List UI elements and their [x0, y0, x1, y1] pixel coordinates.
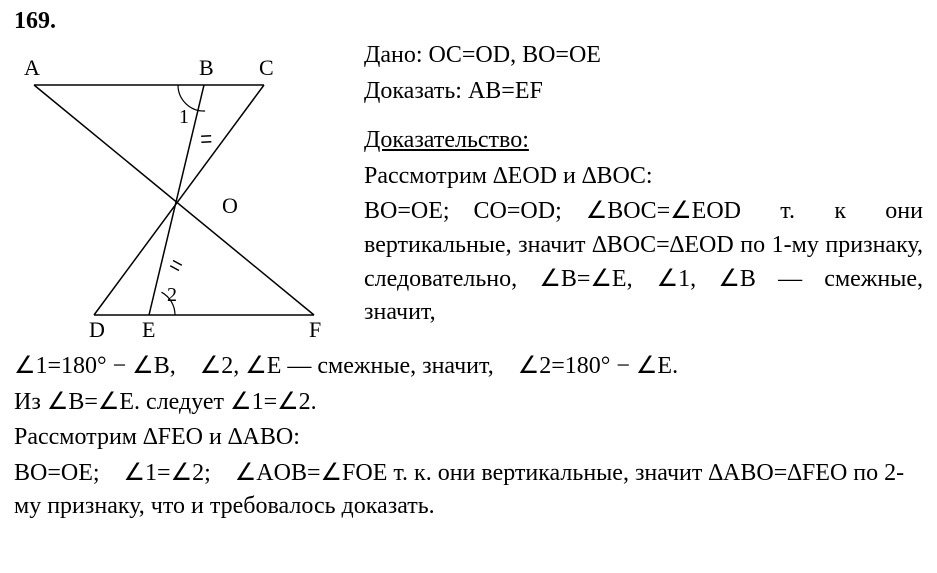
svg-text:C: C	[259, 55, 274, 80]
svg-text:B: B	[199, 55, 214, 80]
given-label: Дано:	[364, 42, 423, 68]
svg-text:F: F	[309, 317, 321, 342]
prove-text: AB=EF	[462, 78, 543, 104]
svg-text:D: D	[89, 317, 105, 342]
proof-line-4: Из ∠B=∠E. следует ∠1=∠2.	[14, 386, 923, 420]
problem-number: 169.	[14, 8, 923, 35]
proof-line-3: ∠1=180° − ∠B, ∠2, ∠E — смежные, значит, …	[14, 350, 923, 384]
proof-line-2: BO=OE; CO=OD; ∠BOC=∠EOD т. к они вертика…	[364, 195, 923, 329]
prove-line: Доказать: AB=EF	[364, 75, 923, 109]
proof-line-6: BO=OE; ∠1=∠2; ∠AOB=∠FOE т. к. они вертик…	[14, 457, 923, 524]
proof-heading: Доказательство:	[364, 127, 529, 153]
given-line: Дано: OC=OD, BO=OE	[364, 39, 923, 73]
below-section: ∠1=180° − ∠B, ∠2, ∠E — смежные, значит, …	[14, 350, 923, 524]
top-row: 1 2 A B C O D E F Дано: OC=OD, BO=OE Доказать: A…	[14, 35, 923, 350]
spacer	[364, 110, 923, 122]
right-column: Дано: OC=OD, BO=OE Доказать: AB=EF Доказ…	[364, 35, 923, 332]
diagram: 1 2 A B C O D E F	[14, 35, 364, 350]
proof-heading-line: Доказательство:	[364, 124, 923, 158]
given-text: OC=OD, BO=OE	[423, 42, 601, 68]
proof-line-5: Рассмотрим ∆FEO и ∆ABO:	[14, 421, 923, 455]
proof-line-1: Рассмотрим ∆EOD и ∆BOC:	[364, 160, 923, 194]
svg-text:E: E	[142, 317, 155, 342]
prove-label: Доказать:	[364, 78, 462, 104]
svg-text:2: 2	[167, 284, 177, 306]
svg-text:O: O	[222, 193, 238, 218]
svg-text:1: 1	[179, 106, 189, 128]
svg-text:A: A	[24, 55, 40, 80]
